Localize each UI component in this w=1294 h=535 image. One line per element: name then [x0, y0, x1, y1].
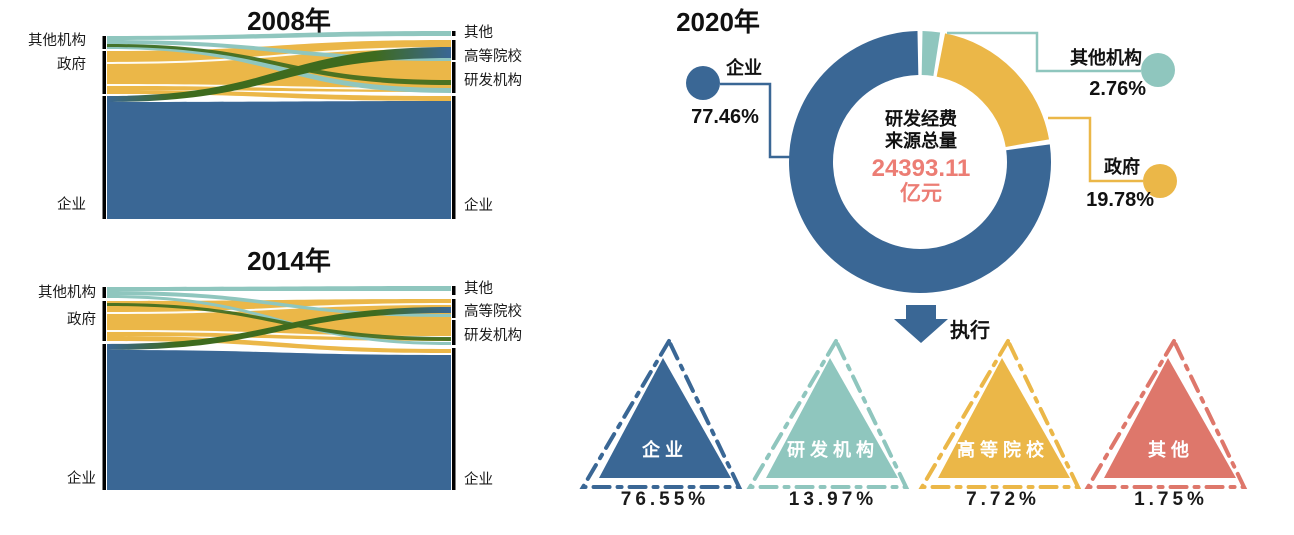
sankey-2008-right-label-universities: 高等院校: [464, 49, 522, 65]
sankey-2008-right-label-rd-institutes: 研发机构: [464, 73, 522, 89]
donut-2020-title: 2020年: [676, 7, 760, 37]
donut-callout-other-orgs-percent: 2.76%: [1089, 78, 1146, 100]
triangle-enterprise-percent: 76.55%: [620, 489, 710, 510]
donut-callout-enterprise-percent: 77.46%: [691, 106, 759, 128]
triangle-universities-label: 高等院校: [957, 440, 1049, 460]
donut-center-total-unit: 亿元: [900, 182, 942, 205]
sankey-2014-right-label-universities: 高等院校: [464, 304, 522, 320]
sankey-2014-left-label-enterprise: 企业: [67, 471, 96, 487]
sankey-2008-left-label-government: 政府: [57, 57, 86, 73]
sankey-2008-left-label-other-orgs: 其他机构: [28, 33, 86, 49]
sankey-2008-right-label-other: 其他: [464, 25, 493, 41]
sankey-2008-left-label-enterprise: 企业: [57, 197, 86, 213]
sankey-2014-right-label-enterprise: 企业: [464, 472, 493, 488]
sankey-2008-title: 2008年: [247, 6, 331, 36]
sankey-2014-right-label-other: 其他: [464, 281, 493, 297]
donut-center-label-line2: 来源总量: [885, 131, 957, 151]
sankey-2014-title: 2014年: [247, 246, 331, 276]
triangle-rd-institutes-percent: 13.97%: [788, 489, 878, 510]
donut-callout-government-label: 政府: [1104, 157, 1140, 177]
triangle-other-label: 其他: [1148, 440, 1194, 460]
sankey-2014-left-label-other-orgs: 其他机构: [38, 285, 96, 301]
triangle-other-percent: 1.75%: [1134, 489, 1208, 510]
triangle-enterprise-label: 企业: [642, 440, 688, 460]
sankey-2008-right-label-enterprise: 企业: [464, 198, 493, 214]
donut-callout-government-percent: 19.78%: [1086, 189, 1154, 211]
donut-center-text: 研发经费 来源总量 24393.11 亿元: [839, 108, 1003, 206]
donut-callout-enterprise-label: 企业: [726, 58, 762, 78]
triangle-rd-institutes-label: 研发机构: [787, 440, 879, 460]
sankey-2014-left-label-government: 政府: [67, 312, 96, 328]
execution-arrow-label: 执行: [950, 320, 990, 342]
donut-center-label-line1: 研发经费: [885, 109, 957, 129]
triangle-universities-percent: 7.72%: [966, 489, 1040, 510]
donut-center-total-value: 24393.11: [871, 155, 971, 182]
sankey-2014-right-label-rd-institutes: 研发机构: [464, 328, 522, 344]
donut-callout-other-orgs-label: 其他机构: [1070, 48, 1142, 68]
